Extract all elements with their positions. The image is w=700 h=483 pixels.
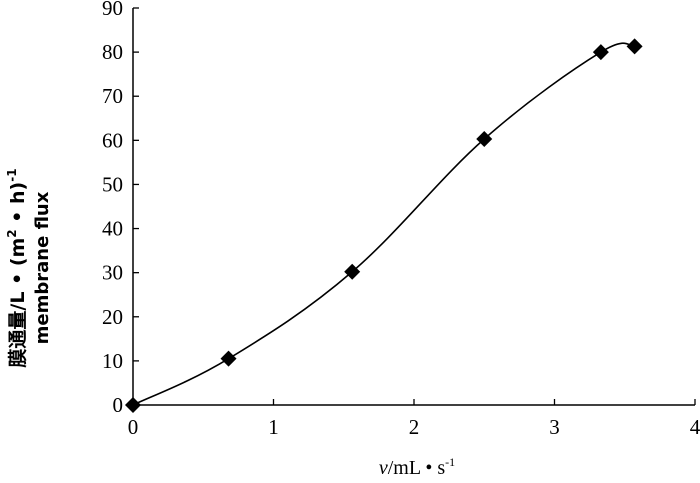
y-axis-label: 膜通量/L • (m2 • h)-1 membrane flux bbox=[5, 168, 53, 368]
x-tick-label: 3 bbox=[549, 415, 560, 439]
y-axis-label-line1: 膜通量/L • (m2 • h)-1 bbox=[5, 168, 29, 368]
x-tick-label: 2 bbox=[409, 415, 420, 439]
x-axis-label: v/mL • s-1 bbox=[379, 455, 455, 479]
y-tick-label: 90 bbox=[102, 0, 123, 20]
y-tick-label: 20 bbox=[102, 305, 123, 329]
y-tick-label: 30 bbox=[102, 261, 123, 285]
data-point bbox=[476, 131, 493, 148]
x-tick-label: 1 bbox=[268, 415, 279, 439]
y-tick-label: 10 bbox=[102, 349, 123, 373]
y-tick-label: 70 bbox=[102, 84, 123, 108]
x-tick-label: 0 bbox=[128, 415, 139, 439]
data-point bbox=[125, 397, 141, 413]
data-point bbox=[592, 44, 609, 61]
data-point bbox=[220, 350, 237, 367]
plot-area bbox=[125, 38, 643, 413]
y-tick-label: 0 bbox=[113, 393, 124, 417]
data-point bbox=[626, 38, 643, 55]
data-point bbox=[344, 263, 361, 280]
y-tick-label: 60 bbox=[102, 128, 123, 152]
y-axis-label-line2: membrane flux bbox=[32, 191, 53, 344]
axes: 0 10 20 30 40 50 60 70 80 90 0 1 2 3 4 bbox=[102, 0, 700, 439]
x-tick-label: 4 bbox=[690, 415, 700, 439]
y-tick-label: 80 bbox=[102, 40, 123, 64]
y-tick-label: 40 bbox=[102, 217, 123, 241]
series-line bbox=[132, 42, 635, 406]
y-tick-label: 50 bbox=[102, 172, 123, 196]
